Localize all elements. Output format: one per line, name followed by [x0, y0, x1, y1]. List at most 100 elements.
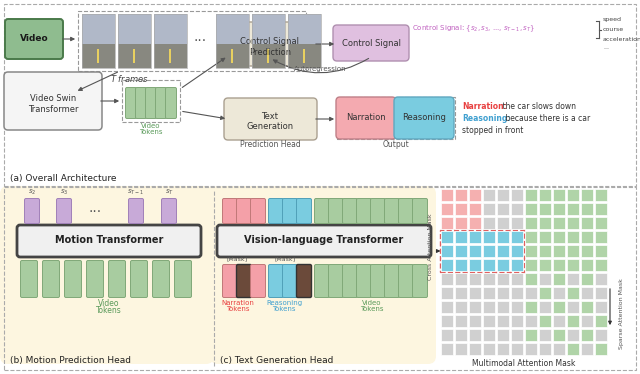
Bar [118, 44, 151, 68]
Text: [Mask]: [Mask] [227, 256, 248, 261]
Bar [288, 14, 321, 44]
Text: (b) Motion Prediction Head: (b) Motion Prediction Head [10, 356, 131, 365]
Bar [567, 329, 579, 341]
Bar [441, 245, 453, 257]
Bar [82, 14, 115, 68]
Bar [525, 329, 537, 341]
FancyBboxPatch shape [42, 261, 60, 297]
Text: Vision-language Transformer: Vision-language Transformer [244, 235, 404, 245]
Text: (a) Overall Architecture: (a) Overall Architecture [10, 174, 116, 183]
FancyBboxPatch shape [328, 264, 344, 297]
FancyBboxPatch shape [356, 199, 371, 224]
Bar [497, 245, 509, 257]
FancyBboxPatch shape [175, 261, 191, 297]
Text: Narration:: Narration: [462, 101, 507, 110]
Bar [511, 273, 523, 285]
FancyBboxPatch shape [20, 261, 38, 297]
Text: ···: ··· [193, 34, 207, 48]
Bar [483, 287, 495, 299]
Bar [525, 287, 537, 299]
Bar [581, 315, 593, 327]
Text: Tokens: Tokens [140, 129, 163, 135]
Bar [595, 301, 607, 313]
Bar [483, 301, 495, 313]
Bar [231, 49, 233, 62]
Bar [82, 44, 115, 68]
Bar [511, 329, 523, 341]
Bar [483, 189, 495, 201]
Text: ···: ··· [88, 205, 102, 219]
Text: Control Signal: Control Signal [241, 37, 300, 46]
Bar [133, 49, 135, 62]
FancyBboxPatch shape [269, 199, 284, 224]
Bar [497, 273, 509, 285]
FancyBboxPatch shape [5, 19, 63, 59]
Bar [441, 343, 453, 355]
Bar [483, 231, 495, 243]
Bar [581, 259, 593, 271]
Bar [553, 329, 565, 341]
Bar [469, 301, 481, 313]
Bar [511, 217, 523, 229]
FancyBboxPatch shape [217, 225, 431, 257]
Bar [553, 287, 565, 299]
Bar [252, 44, 285, 68]
Bar [525, 301, 537, 313]
Bar [553, 315, 565, 327]
FancyBboxPatch shape [336, 97, 396, 139]
FancyBboxPatch shape [223, 199, 237, 224]
Bar [511, 203, 523, 215]
Text: Cross Attention Mask: Cross Attention Mask [428, 214, 433, 280]
Text: Tokens: Tokens [360, 306, 384, 312]
Text: Tokens: Tokens [272, 306, 296, 312]
FancyBboxPatch shape [131, 261, 147, 297]
Bar [216, 14, 249, 44]
Bar [567, 217, 579, 229]
FancyBboxPatch shape [210, 186, 436, 364]
Bar [595, 273, 607, 285]
Bar [567, 315, 579, 327]
Bar [303, 49, 305, 62]
FancyBboxPatch shape [269, 264, 284, 297]
Bar [4, 4, 636, 186]
Bar [581, 189, 593, 201]
Bar [216, 14, 249, 68]
Bar [288, 44, 321, 68]
Bar [525, 315, 537, 327]
FancyBboxPatch shape [342, 264, 358, 297]
Text: Prediction: Prediction [249, 47, 291, 56]
Text: course: course [603, 27, 624, 31]
FancyBboxPatch shape [399, 264, 413, 297]
Bar [97, 49, 99, 62]
Bar [154, 14, 187, 44]
Bar [483, 329, 495, 341]
Text: Video: Video [362, 300, 381, 306]
Bar [539, 343, 551, 355]
Bar [4, 187, 636, 370]
FancyBboxPatch shape [250, 199, 266, 224]
FancyBboxPatch shape [333, 25, 409, 61]
FancyBboxPatch shape [109, 261, 125, 297]
Bar [581, 343, 593, 355]
Bar [455, 259, 467, 271]
Bar [497, 329, 509, 341]
Bar [455, 217, 467, 229]
Bar [497, 203, 509, 215]
Bar [539, 329, 551, 341]
Bar [539, 189, 551, 201]
FancyBboxPatch shape [328, 199, 344, 224]
Bar [441, 273, 453, 285]
Bar [553, 245, 565, 257]
Bar [567, 245, 579, 257]
Bar [154, 44, 187, 68]
Bar [455, 287, 467, 299]
Bar [483, 217, 495, 229]
FancyBboxPatch shape [413, 199, 428, 224]
Bar [511, 245, 523, 257]
Bar [553, 189, 565, 201]
Bar [553, 203, 565, 215]
Bar [469, 189, 481, 201]
FancyBboxPatch shape [56, 199, 72, 224]
Bar [455, 343, 467, 355]
Bar [483, 343, 495, 355]
